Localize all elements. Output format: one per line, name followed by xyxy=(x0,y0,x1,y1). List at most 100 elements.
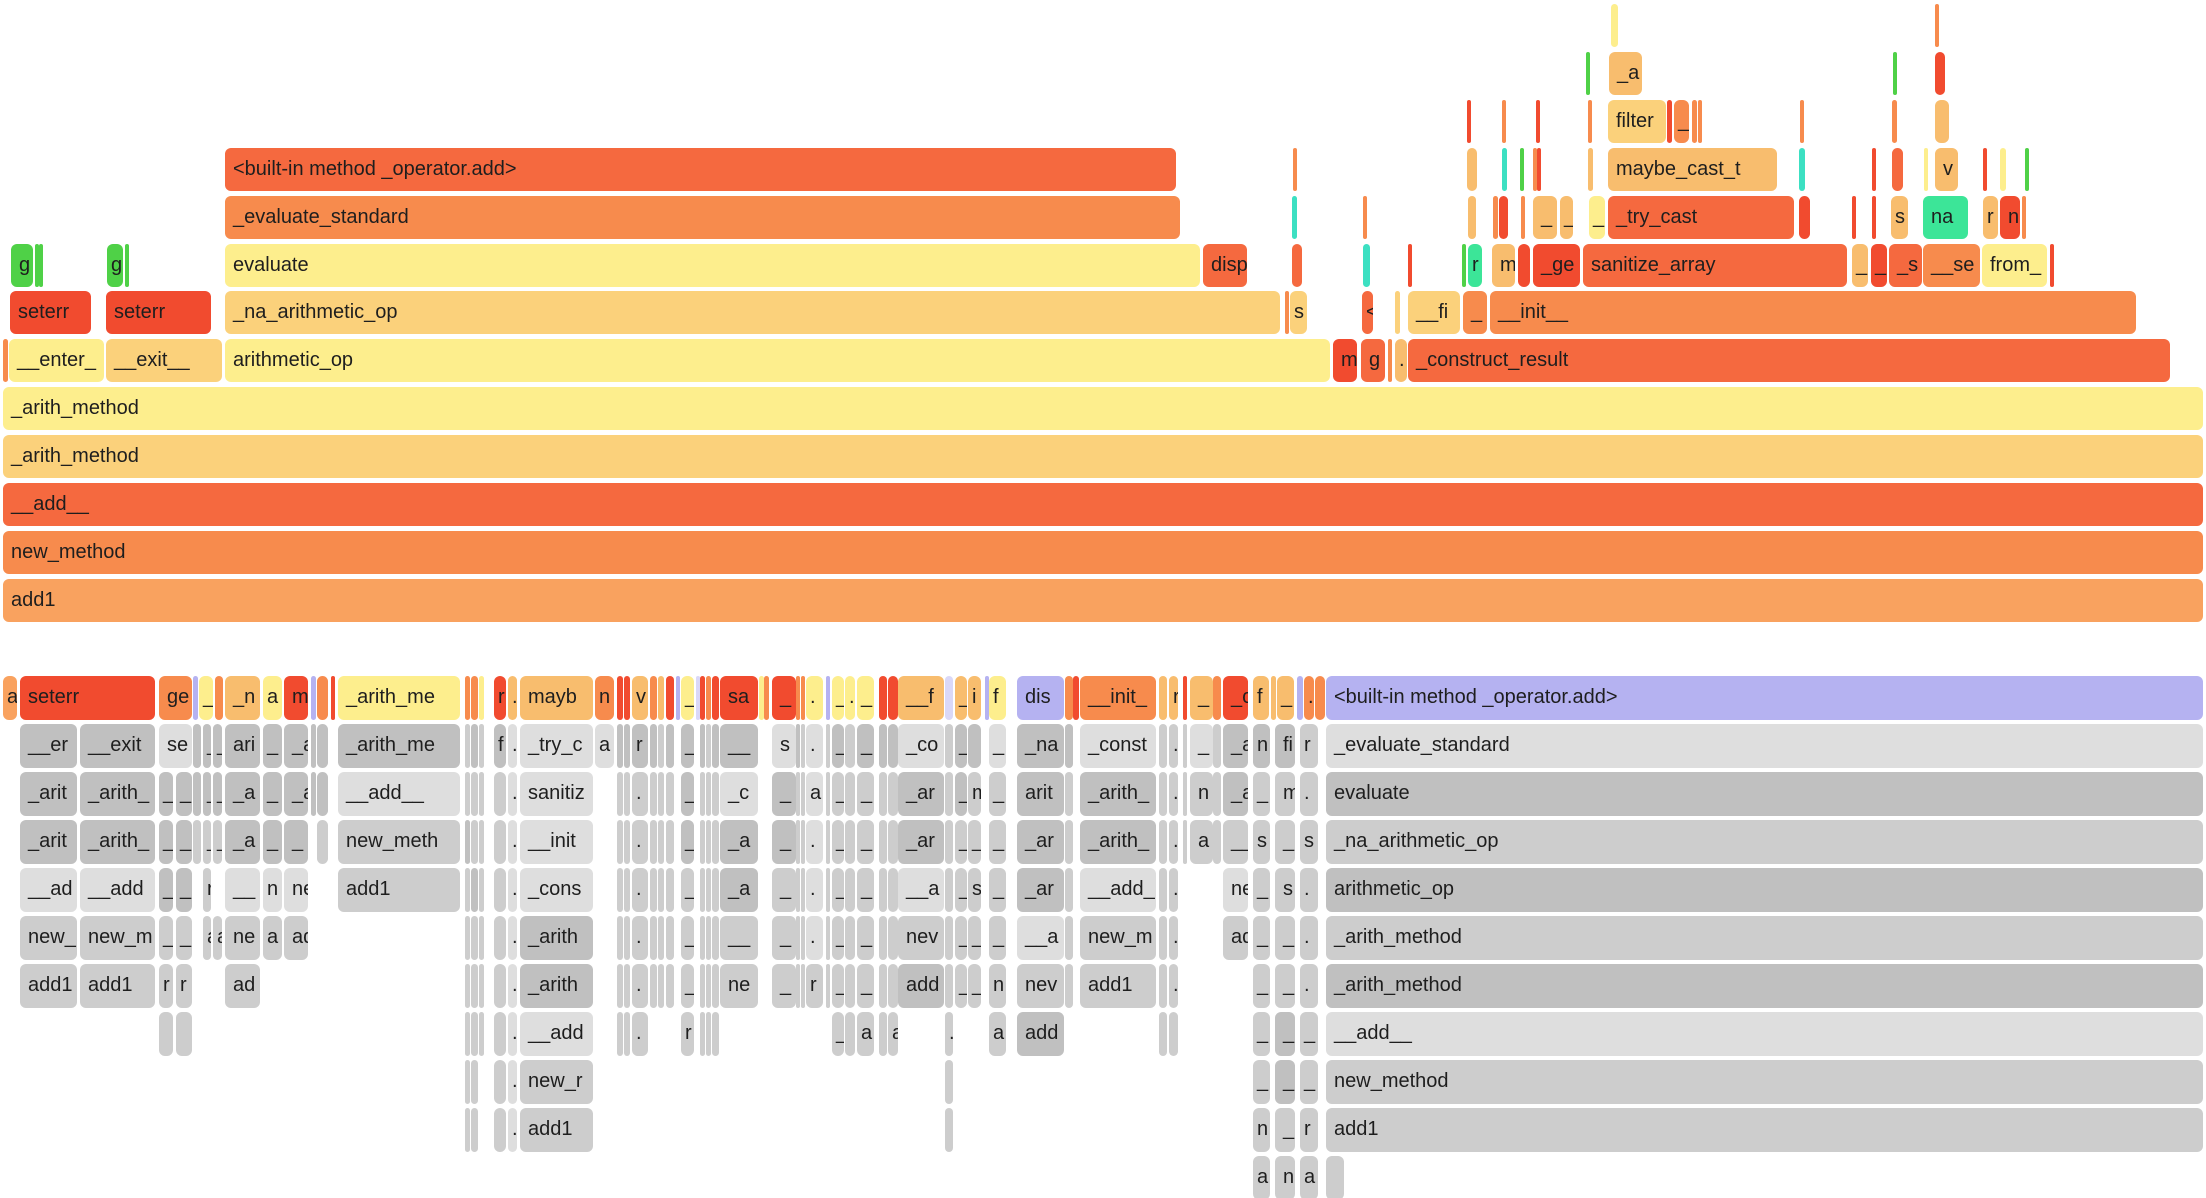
caller-cell[interactable] xyxy=(1159,724,1167,768)
flame-frame[interactable] xyxy=(1467,100,1471,143)
caller-cell[interactable]: _ xyxy=(263,724,282,768)
caller-cell[interactable] xyxy=(826,964,830,1008)
caller-cell[interactable] xyxy=(666,724,674,768)
caller-cell[interactable]: _a xyxy=(225,820,260,864)
caller-header-frame[interactable]: . xyxy=(1304,676,1314,720)
caller-cell[interactable] xyxy=(494,1108,506,1152)
caller-cell[interactable] xyxy=(796,724,800,768)
caller-header-frame[interactable]: . xyxy=(845,676,855,720)
caller-cell[interactable] xyxy=(465,916,470,960)
caller-cell[interactable] xyxy=(888,820,898,864)
flame-frame[interactable] xyxy=(1799,196,1810,239)
flame-frame[interactable] xyxy=(2050,244,2054,287)
caller-cell[interactable]: _a xyxy=(720,868,758,912)
caller-cell[interactable] xyxy=(801,868,805,912)
caller-header-frame[interactable]: _arith_me xyxy=(338,676,460,720)
caller-cell[interactable]: ne xyxy=(225,916,260,960)
caller-header-frame[interactable] xyxy=(1271,676,1276,720)
caller-cell[interactable]: r xyxy=(1300,724,1318,768)
caller-header-frame[interactable]: _ xyxy=(1190,676,1213,720)
flame-frame[interactable] xyxy=(1292,196,1297,239)
flame-frame[interactable] xyxy=(1467,148,1477,191)
caller-cell[interactable] xyxy=(801,820,805,864)
flame-frame[interactable] xyxy=(1502,100,1506,143)
flame-frame[interactable]: seterr xyxy=(106,291,211,334)
caller-cell[interactable]: _ xyxy=(263,772,282,816)
caller-cell[interactable] xyxy=(801,964,805,1008)
caller-cell[interactable]: _ xyxy=(176,772,192,816)
caller-cell[interactable] xyxy=(712,820,719,864)
caller-cell[interactable]: new_r xyxy=(520,1060,593,1104)
caller-cell[interactable]: _ xyxy=(832,772,844,816)
caller-cell[interactable] xyxy=(666,820,674,864)
caller-header-frame[interactable] xyxy=(465,676,470,720)
caller-cell[interactable] xyxy=(1183,772,1187,816)
caller-cell[interactable]: . xyxy=(508,820,517,864)
caller-cell[interactable]: _ xyxy=(213,724,222,768)
caller-cell[interactable]: . xyxy=(1169,820,1178,864)
caller-cell[interactable]: _co xyxy=(898,724,944,768)
caller-cell[interactable] xyxy=(617,1012,623,1056)
caller-header-frame[interactable] xyxy=(888,676,898,720)
caller-cell[interactable] xyxy=(193,820,201,864)
caller-cell[interactable]: arit xyxy=(1017,772,1064,816)
flame-frame[interactable] xyxy=(1518,244,1530,287)
caller-cell[interactable]: s xyxy=(1275,868,1295,912)
caller-header-frame[interactable]: n xyxy=(595,676,614,720)
caller-cell[interactable]: f xyxy=(494,724,506,768)
caller-cell[interactable] xyxy=(796,820,800,864)
caller-cell[interactable]: _ xyxy=(968,964,981,1008)
caller-header-frame[interactable]: r xyxy=(1169,676,1178,720)
caller-cell[interactable] xyxy=(826,916,830,960)
caller-cell[interactable] xyxy=(617,916,623,960)
caller-cell[interactable] xyxy=(666,964,674,1008)
flame-frame[interactable]: _ xyxy=(1871,244,1887,287)
caller-cell[interactable] xyxy=(700,1012,705,1056)
caller-cell[interactable] xyxy=(879,964,887,1008)
caller-cell[interactable]: __add xyxy=(520,1012,593,1056)
caller-cell[interactable]: _a xyxy=(284,724,308,768)
caller-cell[interactable]: . xyxy=(1169,916,1178,960)
caller-cell[interactable]: sanitiz xyxy=(520,772,593,816)
caller-cell[interactable] xyxy=(945,724,953,768)
caller-cell[interactable]: _a xyxy=(225,772,260,816)
caller-cell[interactable]: add1 xyxy=(1326,1108,2203,1152)
caller-cell[interactable] xyxy=(465,772,470,816)
caller-cell[interactable] xyxy=(658,964,664,1008)
caller-cell[interactable] xyxy=(624,724,630,768)
caller-cell[interactable]: _ xyxy=(772,820,796,864)
caller-cell[interactable] xyxy=(479,772,484,816)
caller-header-frame[interactable]: m xyxy=(284,676,308,720)
caller-cell[interactable] xyxy=(471,916,478,960)
caller-header-frame[interactable] xyxy=(764,676,769,720)
caller-cell[interactable] xyxy=(945,868,953,912)
flame-frame[interactable]: < xyxy=(1362,291,1373,334)
caller-cell[interactable] xyxy=(465,1108,470,1152)
caller-header-frame[interactable] xyxy=(985,676,989,720)
caller-cell[interactable] xyxy=(879,868,887,912)
caller-header-frame[interactable]: _n xyxy=(225,676,260,720)
caller-cell[interactable]: _na xyxy=(1017,724,1064,768)
caller-cell[interactable]: _ xyxy=(1253,772,1270,816)
caller-header-frame[interactable] xyxy=(712,676,719,720)
caller-header-frame[interactable] xyxy=(658,676,664,720)
caller-cell[interactable] xyxy=(1065,964,1073,1008)
flame-frame[interactable] xyxy=(1408,244,1412,287)
flame-frame[interactable] xyxy=(1692,100,1697,143)
caller-cell[interactable]: m xyxy=(968,772,981,816)
caller-cell[interactable]: ne xyxy=(1223,868,1248,912)
caller-cell[interactable]: _ xyxy=(681,820,694,864)
caller-cell[interactable]: s xyxy=(968,868,981,912)
caller-cell[interactable] xyxy=(465,868,470,912)
caller-cell[interactable]: evaluate xyxy=(1326,772,2203,816)
caller-cell[interactable] xyxy=(465,1012,470,1056)
caller-cell[interactable]: n xyxy=(1253,1108,1270,1152)
caller-cell[interactable]: _ xyxy=(1253,1060,1270,1104)
caller-cell[interactable]: __a xyxy=(1017,916,1064,960)
flame-frame[interactable] xyxy=(1588,148,1593,191)
caller-cell[interactable]: r xyxy=(159,964,173,1008)
flame-frame[interactable] xyxy=(1611,4,1618,47)
caller-cell[interactable]: _c xyxy=(720,772,758,816)
caller-cell[interactable] xyxy=(471,772,478,816)
caller-cell[interactable]: _ xyxy=(989,916,1006,960)
